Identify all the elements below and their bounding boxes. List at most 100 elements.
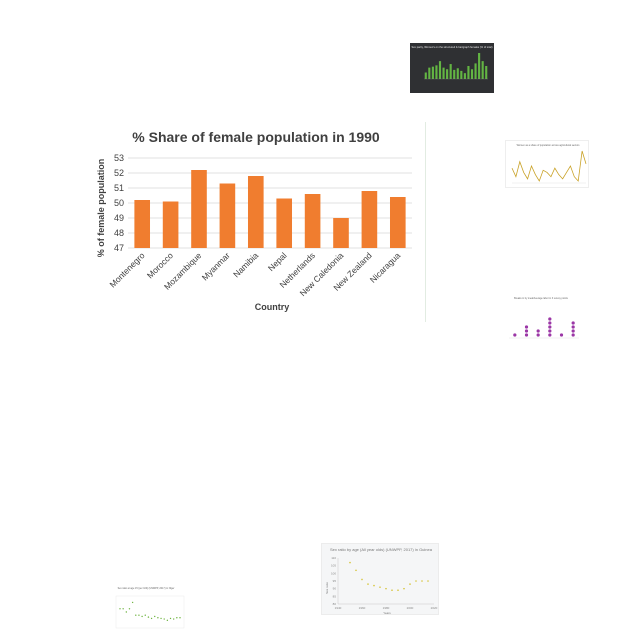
dot-point	[548, 321, 552, 325]
large-scatter-point	[367, 583, 369, 585]
bar-new-zealand	[361, 191, 378, 248]
large-scatter-xtick: 1980	[383, 606, 390, 610]
small-scatter-point	[160, 617, 162, 620]
thumbnail-dot-chart[interactable]: Breaks in by meal/Average labor in 3 sur…	[497, 295, 585, 345]
green-bar	[463, 73, 466, 79]
green-bar	[456, 68, 459, 79]
bar-new-caledonia	[333, 218, 349, 248]
y-tick-label: 51	[114, 183, 124, 193]
small-scatter-point	[122, 608, 124, 610]
line-chart-title: Women as a share of population across ag…	[517, 144, 581, 147]
green-bar	[438, 61, 442, 79]
green-bar	[470, 69, 474, 79]
large-scatter-xlabel: Years	[383, 611, 391, 615]
small-scatter-point	[150, 617, 153, 620]
large-scatter-svg: Sex ratio by age (All year olds) (UNWPP,…	[325, 547, 438, 615]
large-scatter-group	[349, 561, 429, 591]
x-tick-label: Nicaragua	[368, 250, 403, 285]
large-scatter-ytick: 90	[333, 587, 337, 591]
green-bar-chart-svg: Sex parity, Women's on the structured & …	[412, 45, 493, 80]
thumbnail-line-chart[interactable]: Women as a share of population across ag…	[505, 140, 589, 188]
small-scatter-point	[138, 614, 140, 616]
bar-netherlands	[304, 194, 321, 248]
green-bar	[449, 64, 452, 79]
line-series-group	[511, 150, 587, 184]
y-tick-label: 49	[114, 213, 124, 223]
dot-point	[571, 329, 575, 333]
dot-point	[524, 333, 529, 337]
dot-point	[548, 325, 552, 329]
small-scatter-frame	[115, 595, 185, 629]
large-scatter-point	[391, 589, 393, 591]
green-bar	[474, 63, 477, 79]
green-bar	[478, 53, 481, 79]
green-bar	[453, 69, 456, 79]
dot-point	[548, 317, 552, 321]
y-tick-label: 52	[114, 168, 124, 178]
small-scatter-svg: Sex ratio at age 15 (per 100) (UNWPP, 20…	[115, 587, 185, 629]
divider-line	[425, 122, 426, 322]
small-scatter-point	[144, 614, 146, 616]
thumbnail-small-scatter-chart[interactable]: Sex ratio at age 15 (per 100) (UNWPP, 20…	[104, 584, 188, 636]
large-scatter-point	[385, 587, 387, 590]
chart-title: % Share of female population in 1990	[132, 129, 380, 145]
small-scatter-point	[128, 608, 131, 610]
dot-chart-title: Breaks in by meal/Average labor in 3 sur…	[514, 297, 569, 300]
large-scatter-point	[427, 580, 429, 582]
small-scatter-point	[119, 608, 121, 610]
small-scatter-point	[125, 611, 128, 613]
dot-point	[536, 329, 540, 333]
large-scatter-point	[409, 583, 411, 585]
large-scatter-ytick: 85	[333, 594, 337, 598]
large-scatter-point	[403, 587, 405, 590]
female-population-bar-chart: % Share of female population in 1990 % o…	[96, 129, 412, 312]
y-tick-label: 47	[114, 243, 124, 253]
bar-mozambique	[191, 170, 207, 248]
dot-point	[536, 333, 540, 337]
x-axis-label: Country	[255, 302, 290, 312]
dot-point	[559, 333, 564, 337]
large-scatter-ytick: 110	[331, 556, 336, 560]
large-scatter-ytick: 105	[331, 564, 336, 568]
small-scatter-point	[141, 615, 143, 618]
green-bar	[485, 66, 488, 79]
large-scatter-ylabel: Sex ratio	[325, 582, 329, 594]
small-scatter-point	[163, 618, 165, 620]
large-scatter-point	[421, 580, 423, 582]
thumbnail-green-bar-chart[interactable]: Sex parity, Women's on the structured & …	[410, 43, 494, 93]
large-scatter-xtick: 2000	[407, 606, 414, 610]
large-scatter-xtick: 1940	[335, 606, 342, 610]
green-bar	[431, 66, 434, 79]
bar-nicaragua	[389, 197, 406, 248]
large-scatter-point	[349, 561, 351, 564]
small-scatter-point	[169, 617, 172, 620]
y-tick-label: 53	[114, 153, 124, 163]
dot-point	[548, 329, 552, 333]
bar-nepal	[276, 198, 293, 248]
large-scatter-point	[415, 580, 417, 582]
small-scatter-point	[154, 615, 156, 618]
green-bar	[428, 67, 431, 79]
bar-morocco	[162, 201, 179, 248]
dot-point	[548, 333, 552, 337]
large-scatter-point	[397, 589, 399, 591]
y-tick-label: 48	[114, 228, 124, 238]
small-scatter-title: Sex ratio at age 15 (per 100) (UNWPP, 20…	[118, 587, 175, 590]
large-scatter-point	[361, 578, 363, 581]
large-scatter-xtick: 1960	[359, 606, 366, 610]
large-scatter-title: Sex ratio by age (All year olds) (UNWPP,…	[330, 547, 433, 552]
large-scatter-xtick: 2020	[431, 606, 438, 610]
green-bar	[460, 70, 463, 79]
x-tick-label: Nepal	[266, 250, 289, 273]
thumbnail-large-scatter-chart[interactable]: Sex ratio by age (All year olds) (UNWPP,…	[321, 543, 439, 615]
y-tick-labels: 47 48 49 50 51 52 53	[114, 153, 124, 253]
dot-point	[524, 329, 529, 333]
small-scatter-group	[115, 595, 185, 629]
bars	[134, 170, 406, 248]
small-scatter-point	[135, 614, 137, 616]
dot-point	[571, 333, 575, 337]
small-scatter-point	[147, 616, 150, 618]
y-tick-label: 50	[114, 198, 124, 208]
large-scatter-ytick: 80	[333, 602, 337, 606]
dot-point	[571, 325, 575, 329]
